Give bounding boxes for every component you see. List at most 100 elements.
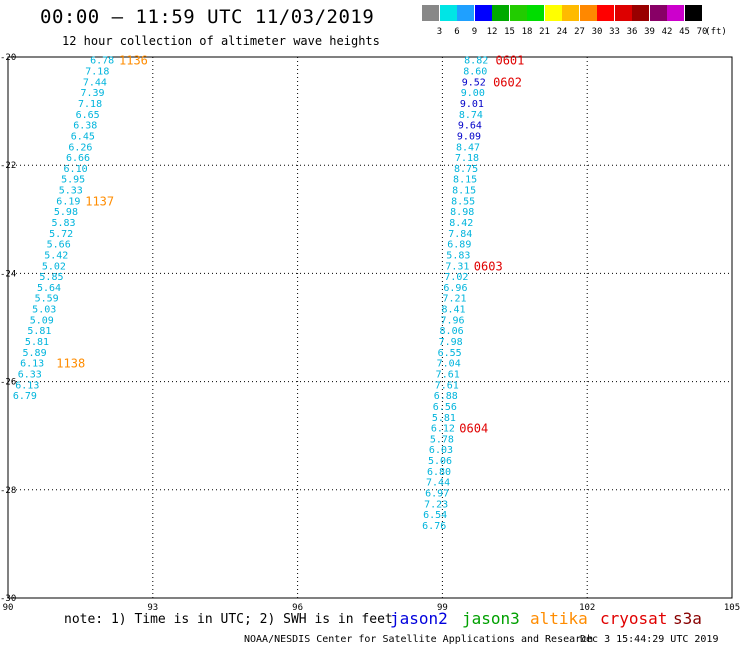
colorbar-swatch [632, 5, 649, 21]
cryosat-value-label: 8.98 [450, 207, 474, 218]
cryosat-value-label: 8.41 [441, 305, 465, 316]
y-tick-label: -22 [0, 161, 16, 171]
altika-value-label: 6.78 [90, 56, 114, 67]
footer-agency: NOAA/NESDIS Center for Satellite Applica… [244, 634, 594, 645]
colorbar-swatch [474, 5, 492, 21]
cryosat-value-label: 8.55 [451, 196, 475, 207]
colorbar-label: 30 [591, 27, 603, 37]
altika-value-label: 7.18 [78, 99, 102, 110]
cryosat-value-label: 9.09 [457, 131, 481, 142]
altika-value-label: 6.13 [15, 380, 39, 391]
x-tick-label: 105 [724, 603, 740, 613]
colorbar-swatch [562, 5, 579, 21]
cryosat-value-label: 7.18 [455, 153, 479, 164]
y-tick-label: -24 [0, 269, 16, 279]
altika-value-label: 5.66 [47, 240, 71, 251]
y-tick-label: -28 [0, 486, 16, 496]
colorbar-swatch [492, 5, 509, 21]
cryosat-value-label: 9.00 [461, 88, 485, 99]
colorbar-label: 70 [696, 27, 708, 37]
cryosat-value-label: 7.21 [442, 294, 466, 305]
colorbar-label: 42 [661, 27, 673, 37]
colorbar-swatch [649, 5, 667, 21]
cryosat-value-label: 8.60 [463, 67, 487, 78]
altika-value-label: 5.02 [42, 261, 66, 272]
x-tick-label: 93 [147, 603, 158, 613]
altika-value-label: 5.83 [51, 218, 75, 229]
cryosat-value-label: 6.88 [434, 391, 458, 402]
cryosat-value-label: 6.56 [433, 402, 457, 413]
cryosat-value-label: 8.75 [454, 164, 478, 175]
colorbar-label: 18 [521, 27, 533, 37]
cryosat-value-label: 5.81 [432, 413, 456, 424]
colorbar-swatch [544, 5, 562, 21]
satellite-jason3-label: jason3 [462, 609, 520, 628]
colorbar-label: 21 [539, 27, 550, 37]
altika-value-label: 5.81 [27, 326, 51, 337]
cryosat-value-label: 5.78 [430, 434, 454, 445]
satellite-cryosat-label: cryosat [600, 609, 668, 628]
colorbar-swatch [684, 5, 702, 21]
altika-value-label: 5.95 [61, 175, 85, 186]
cryosat-value-label: 7.96 [441, 315, 465, 326]
altika-value-label: 5.09 [30, 315, 54, 326]
cryosat-value-label: 7.31 [445, 261, 469, 272]
cryosat-value-label: 8.82 [464, 56, 488, 67]
colorbar-label: 24 [556, 27, 568, 37]
altika-value-label: 5.03 [32, 305, 56, 316]
colorbar-label: 6 [454, 27, 460, 37]
y-tick-label: -26 [0, 378, 16, 388]
footnote-text: note: 1) Time is in UTC; 2) SWH is in fe… [64, 612, 393, 627]
altika-value-label: 5.85 [39, 272, 63, 283]
colorbar-label: 15 [504, 27, 515, 37]
cryosat-value-label: 7.04 [437, 359, 461, 370]
cryosat-value-label: 9.01 [460, 99, 484, 110]
cryosat-value-label: 8.06 [440, 326, 464, 337]
altika-value-label: 6.10 [64, 164, 88, 175]
altika-value-label: 5.33 [59, 186, 83, 197]
colorbar-label: 9 [471, 27, 478, 37]
altika-value-label: 6.33 [18, 369, 42, 380]
cryosat-value-label: 6.55 [438, 348, 462, 359]
satellite-s3a-label: s3a [673, 609, 702, 628]
cryosat-value-label: 9.64 [458, 121, 482, 132]
x-tick-label: 90 [3, 603, 14, 613]
colorbar-label: 39 [644, 27, 655, 37]
colorbar-swatch [614, 5, 632, 21]
cryosat-value-label: 8.74 [459, 110, 483, 121]
altika-value-label: 5.42 [44, 250, 68, 261]
altika-value-label: 5.72 [49, 229, 73, 240]
cryosat-value-label: 7.02 [444, 272, 468, 283]
altika-value-label: 6.45 [71, 131, 95, 142]
colorbar-swatch [667, 5, 684, 21]
colorbar-label: 12 [486, 27, 498, 37]
altika-time-label: 1136 [119, 54, 148, 68]
cryosat-value-label: 7.84 [448, 229, 472, 240]
altika-value-label: 6.79 [13, 391, 37, 402]
altika-value-label: 6.26 [68, 142, 92, 153]
plot-frame [7, 56, 733, 599]
y-tick-label: -30 [0, 594, 16, 604]
altika-value-label: 5.59 [35, 294, 59, 305]
x-tick-label: 96 [292, 603, 303, 613]
cryosat-value-label: 8.47 [456, 142, 480, 153]
cryosat-value-label: 6.97 [425, 489, 449, 500]
colorbar-label: 27 [574, 27, 585, 37]
cryosat-value-label: 9.52 [462, 77, 486, 88]
colorbar-label: 36 [626, 27, 638, 37]
cryosat-time-label: 0604 [459, 422, 488, 436]
altika-value-label: 7.44 [83, 77, 107, 88]
colorbar-label: 45 [679, 27, 690, 37]
cryosat-value-label: 8.15 [452, 186, 476, 197]
cryosat-value-label: 7.61 [436, 369, 460, 380]
cryosat-value-label: 7.61 [435, 380, 459, 391]
colorbar-swatch [579, 5, 597, 21]
colorbar-swatch [457, 5, 474, 21]
cryosat-value-label: 7.44 [426, 478, 450, 489]
cryosat-value-label: 6.03 [429, 445, 453, 456]
cryosat-time-label: 0603 [474, 259, 503, 273]
cryosat-value-label: 6.12 [431, 424, 455, 435]
colorbar-label: 33 [609, 27, 620, 37]
